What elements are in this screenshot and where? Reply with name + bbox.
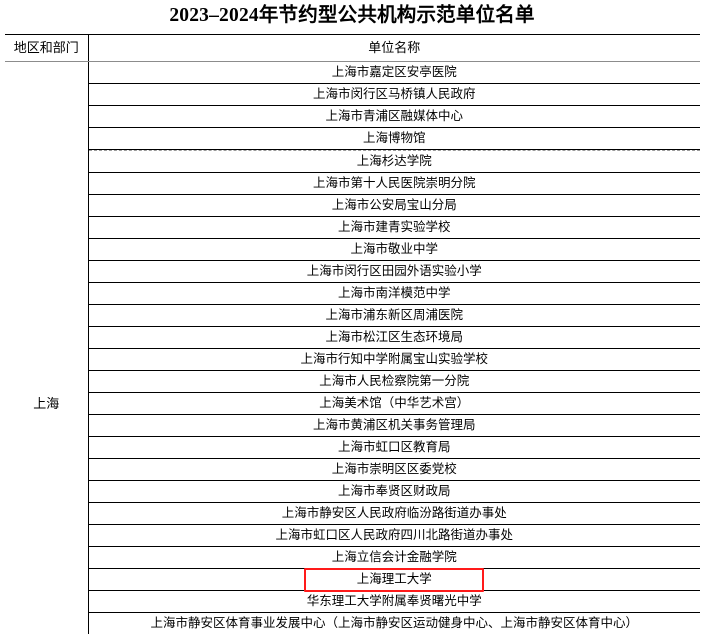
unit-name-cell: 上海美术馆（中华艺术宫） xyxy=(88,393,700,415)
unit-name-cell: 上海市虹口区人民政府四川北路街道办事处 xyxy=(88,525,700,547)
table-row: 上海市黄浦区机关事务管理局 xyxy=(5,415,700,437)
unit-name-cell: 上海市黄浦区机关事务管理局 xyxy=(88,415,700,437)
unit-name-cell: 上海立信会计金融学院 xyxy=(88,547,700,569)
unit-name-cell: 上海市行知中学附属宝山实验学校 xyxy=(88,349,700,371)
unit-name-cell: 上海市南洋模范中学 xyxy=(88,283,700,305)
unit-name-cell: 上海市第十人民医院崇明分院 xyxy=(88,173,700,195)
table-row: 上海杉达学院 xyxy=(5,151,700,173)
unit-name-cell: 上海市人民检察院第一分院 xyxy=(88,371,700,393)
table-row: 上海市静安区体育事业发展中心（上海市静安区运动健身中心、上海市静安区体育中心） xyxy=(5,613,700,634)
unit-name-cell: 上海市崇明区区委党校 xyxy=(88,459,700,481)
table-row: 上海市奉贤区财政局 xyxy=(5,481,700,503)
unit-list-table: 地区和部门 单位名称 上海市嘉定区安亭医院上海市闵行区马桥镇人民政府上海市青浦区… xyxy=(5,34,700,634)
unit-name-cell: 上海市闵行区田园外语实验小学 xyxy=(88,261,700,283)
column-header-unit-name: 单位名称 xyxy=(88,35,700,62)
unit-name-cell: 上海市松江区生态环境局 xyxy=(88,327,700,349)
table-row: 上海博物馆 xyxy=(5,128,700,150)
table-header: 地区和部门 单位名称 xyxy=(5,35,700,62)
table-row: 上海市嘉定区安亭医院 xyxy=(5,62,700,84)
region-cell: 上海 xyxy=(5,173,88,634)
unit-name-cell: 上海市闵行区马桥镇人民政府 xyxy=(88,84,700,106)
table-header-row: 地区和部门 单位名称 xyxy=(5,35,700,62)
unit-name-cell: 上海市青浦区融媒体中心 xyxy=(88,106,700,128)
unit-name-cell: 上海杉达学院 xyxy=(88,151,700,173)
unit-list-table-wrapper: 地区和部门 单位名称 上海市嘉定区安亭医院上海市闵行区马桥镇人民政府上海市青浦区… xyxy=(5,34,700,634)
unit-name-cell: 上海市建青实验学校 xyxy=(88,217,700,239)
document-page: 2023–2024年节约型公共机构示范单位名单 地区和部门 单位名称 上海市嘉定… xyxy=(0,0,704,613)
column-header-region: 地区和部门 xyxy=(5,35,88,62)
unit-name-cell: 上海市嘉定区安亭医院 xyxy=(88,62,700,84)
table-row: 上海市行知中学附属宝山实验学校 xyxy=(5,349,700,371)
table-row: 上海上海市第十人民医院崇明分院 xyxy=(5,173,700,195)
table-row: 华东理工大学附属奉贤曙光中学 xyxy=(5,591,700,613)
table-row: 上海市虹口区人民政府四川北路街道办事处 xyxy=(5,525,700,547)
table-row: 上海美术馆（中华艺术宫） xyxy=(5,393,700,415)
table-row: 上海市敬业中学 xyxy=(5,239,700,261)
table-row: 上海市建青实验学校 xyxy=(5,217,700,239)
table-row: 上海市静安区人民政府临汾路街道办事处 xyxy=(5,503,700,525)
unit-name-cell: 上海市虹口区教育局 xyxy=(88,437,700,459)
region-cell xyxy=(5,62,88,173)
table-row: 上海市青浦区融媒体中心 xyxy=(5,106,700,128)
unit-name-cell: 上海市敬业中学 xyxy=(88,239,700,261)
unit-name-cell: 上海市静安区体育事业发展中心（上海市静安区运动健身中心、上海市静安区体育中心） xyxy=(88,613,700,634)
table-body: 上海市嘉定区安亭医院上海市闵行区马桥镇人民政府上海市青浦区融媒体中心上海博物馆上… xyxy=(5,62,700,634)
table-row: 上海市南洋模范中学 xyxy=(5,283,700,305)
table-row: 上海市松江区生态环境局 xyxy=(5,327,700,349)
unit-name-cell: 上海理工大学 xyxy=(88,569,700,591)
unit-name-cell: 华东理工大学附属奉贤曙光中学 xyxy=(88,591,700,613)
unit-name-cell: 上海博物馆 xyxy=(88,128,700,150)
table-row: 上海市浦东新区周浦医院 xyxy=(5,305,700,327)
unit-name-cell: 上海市公安局宝山分局 xyxy=(88,195,700,217)
table-row: 上海市闵行区马桥镇人民政府 xyxy=(5,84,700,106)
table-row: 上海理工大学 xyxy=(5,569,700,591)
table-row: 上海市虹口区教育局 xyxy=(5,437,700,459)
table-row: 上海立信会计金融学院 xyxy=(5,547,700,569)
unit-name-cell: 上海市奉贤区财政局 xyxy=(88,481,700,503)
page-title: 2023–2024年节约型公共机构示范单位名单 xyxy=(0,3,704,29)
table-row: 上海市闵行区田园外语实验小学 xyxy=(5,261,700,283)
table-row: 上海市崇明区区委党校 xyxy=(5,459,700,481)
unit-name-cell: 上海市浦东新区周浦医院 xyxy=(88,305,700,327)
table-row: 上海市人民检察院第一分院 xyxy=(5,371,700,393)
table-row: 上海市公安局宝山分局 xyxy=(5,195,700,217)
unit-name-cell: 上海市静安区人民政府临汾路街道办事处 xyxy=(88,503,700,525)
